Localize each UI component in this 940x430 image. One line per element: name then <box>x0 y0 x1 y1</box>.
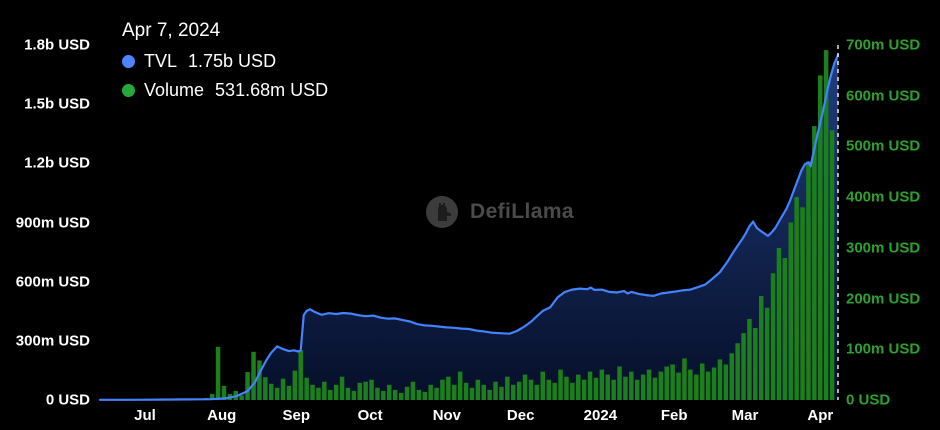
tvl-dot-icon <box>122 55 135 68</box>
volume-dot-icon <box>122 84 135 97</box>
volume-value: 531.68m USD <box>215 80 329 100</box>
legend-row-tvl[interactable]: TVL 1.75b USD <box>122 51 328 72</box>
legend-row-volume[interactable]: Volume 531.68m USD <box>122 80 328 101</box>
tvl-label: TVL <box>144 51 178 71</box>
tvl-area <box>100 54 838 401</box>
volume-label: Volume <box>144 80 205 100</box>
volume-bars <box>145 50 835 401</box>
tvl-value: 1.75b USD <box>188 51 277 71</box>
watermark: DefiLlama <box>424 194 574 230</box>
watermark-text: DefiLlama <box>470 200 574 223</box>
defillama-logo-icon <box>424 194 460 230</box>
tooltip-date: Apr 7, 2024 <box>122 20 221 41</box>
tooltip: Apr 7, 2024 TVL 1.75b USD Volume 531.68m… <box>122 20 328 109</box>
tvl-line <box>98 53 840 401</box>
